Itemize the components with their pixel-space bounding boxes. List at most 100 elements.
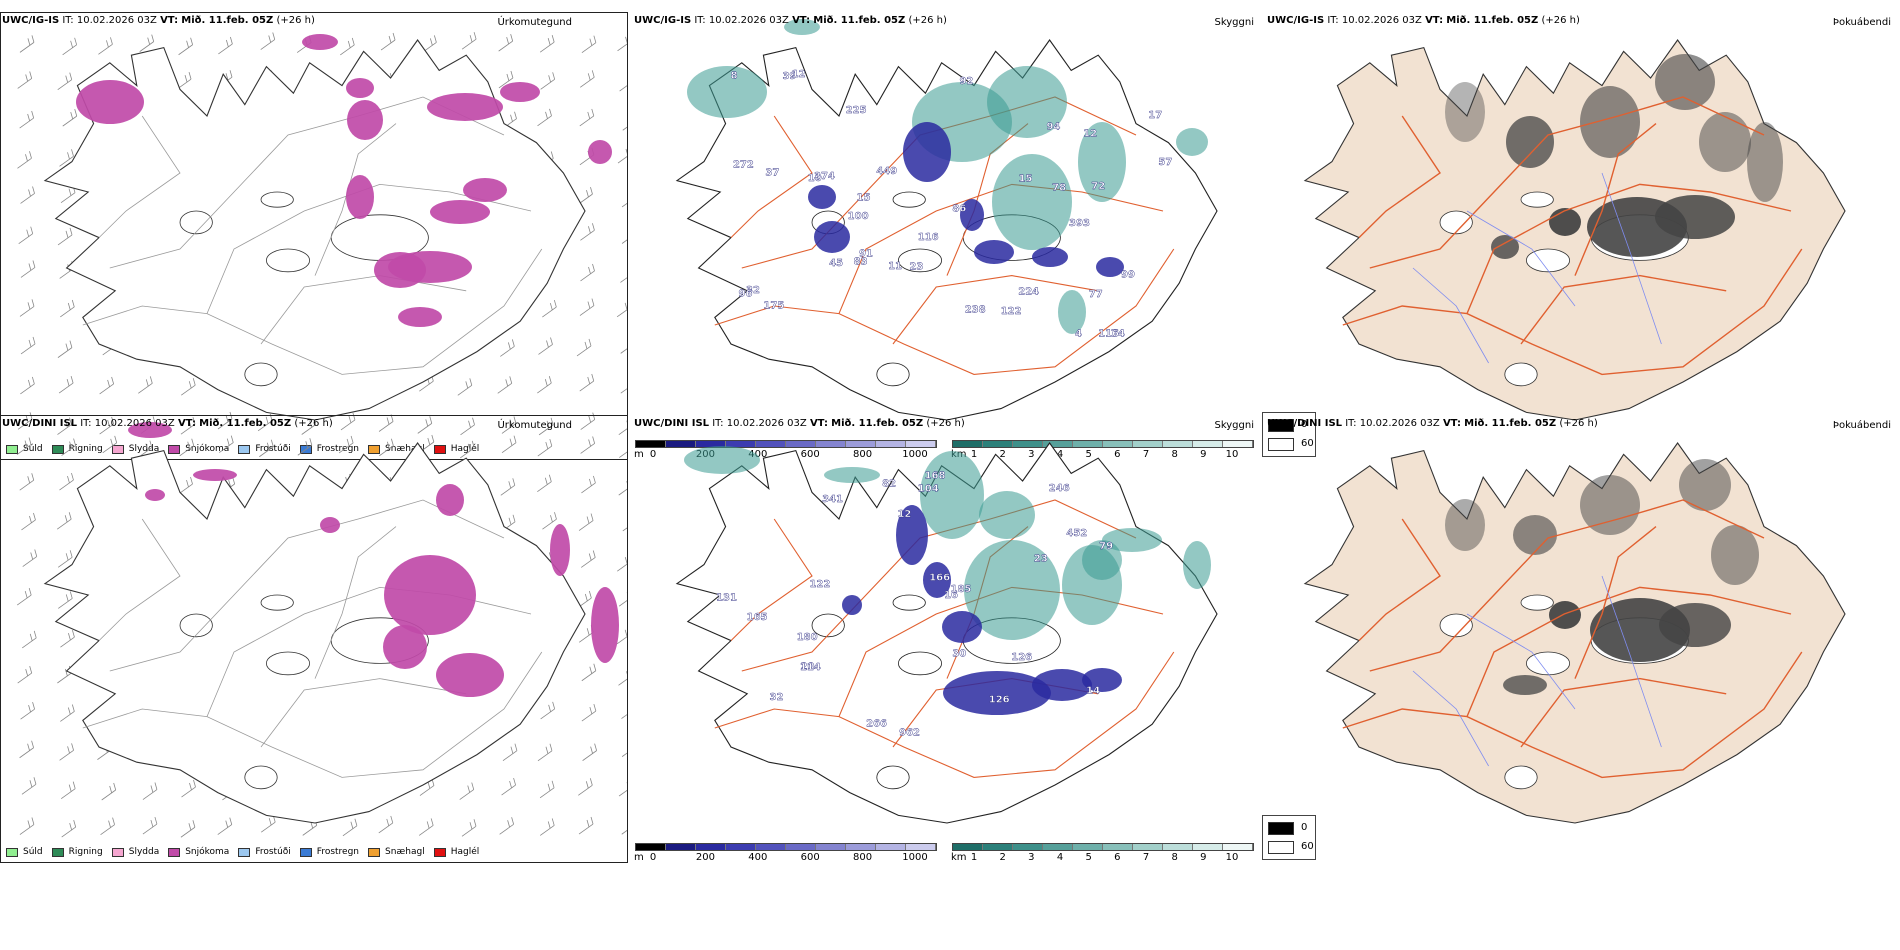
cloud-base-label: 449	[876, 166, 897, 177]
init-time-label: IT:	[694, 15, 706, 26]
wind-barb	[537, 108, 552, 127]
legend-label: Snjókoma	[185, 444, 230, 454]
wind-barb	[579, 298, 595, 316]
legend-label: Haglél	[450, 847, 480, 857]
wind-barb	[539, 818, 555, 836]
colorbar-tick-label: 400	[748, 449, 768, 460]
snowfall-area	[383, 625, 427, 669]
glacier-outline	[179, 210, 213, 235]
wind-barb	[260, 32, 276, 50]
road-line	[714, 651, 1175, 778]
wind-barb	[99, 376, 115, 395]
wind-barb	[581, 703, 597, 722]
init-time-label: IT:	[1345, 418, 1357, 429]
cloud-base-label: 104	[918, 484, 939, 495]
colorbar-segment	[983, 441, 1013, 447]
fog-legend-high-swatch	[1268, 822, 1294, 835]
legend-swatch	[433, 444, 446, 454]
wind-barb	[500, 339, 515, 357]
fog-index-legend: 0 60	[1262, 815, 1316, 860]
colorbar-segment	[1073, 441, 1103, 447]
legend-swatch	[51, 444, 64, 454]
colorbar-tick-label: 600	[800, 852, 820, 863]
panel-header: UWC/DINI ISL IT: 10.02.2026 03Z VT: Mið.…	[1267, 418, 1598, 429]
cloud-base-label: 114	[800, 662, 821, 673]
wind-barb	[21, 512, 36, 531]
cloud-base-label: 12	[1083, 129, 1097, 140]
colorbar-segment	[816, 844, 846, 850]
wind-barb	[538, 337, 553, 355]
wind-barb	[297, 438, 313, 456]
low-ceiling-area	[842, 595, 862, 615]
wind-barb	[461, 819, 477, 837]
init-time-value: 10.02.2026 03Z	[1359, 418, 1440, 429]
colorbar-segment	[1223, 844, 1253, 850]
wind-barb	[102, 435, 118, 454]
legend-swatch	[51, 847, 64, 857]
iceland-coastline	[43, 39, 586, 421]
fog-legend-low-label: 60	[1301, 438, 1314, 449]
low-ceiling-area	[960, 199, 984, 231]
colorbar-tick-label: 0	[649, 852, 657, 863]
wind-barb	[57, 417, 72, 435]
road-line	[82, 248, 543, 375]
colorbar-tick-label: 2	[999, 449, 1006, 460]
colorbar-tick-label: 400	[748, 852, 768, 863]
wind-barb	[340, 412, 356, 431]
wind-barb	[581, 475, 596, 494]
wind-barb	[617, 557, 628, 572]
valid-time-value: Mið. 11.feb. 05Z	[199, 418, 292, 429]
wind-barb	[498, 34, 514, 52]
cloud-base-label: 224	[1018, 287, 1039, 298]
colorbar-segment	[906, 441, 936, 447]
wind-barb	[59, 472, 74, 491]
low-visibility-area	[987, 66, 1067, 138]
fog-index-shading	[1747, 122, 1783, 202]
snowfall-area	[436, 653, 504, 697]
glacier-outline	[1520, 191, 1554, 208]
cloud-base-label: 30	[952, 649, 966, 660]
wind-barb	[616, 302, 628, 318]
panel-header: UWC/IG-IS IT: 10.02.2026 03Z VT: Mið. 11…	[1267, 15, 1580, 26]
colorbar-segment	[666, 844, 696, 850]
colorbar-tick-label: 800	[853, 449, 873, 460]
colorbar-segment	[953, 844, 983, 850]
panel-header: UWC/DINI ISL IT: 10.02.2026 03Z VT: Mið.…	[634, 418, 965, 429]
road-line	[1574, 526, 1657, 679]
road-line	[98, 115, 181, 238]
colorbar-tick-label: 800	[853, 852, 873, 863]
colorbar-segment	[846, 844, 876, 850]
wind-barb	[19, 299, 35, 317]
road-line	[206, 183, 532, 314]
panel-header: UWC/DINI ISL IT: 10.02.2026 03Z VT: Mið.…	[2, 418, 333, 429]
snowfall-area	[347, 100, 383, 140]
legend-item: Súld	[6, 847, 43, 857]
colorbar-segment	[1103, 441, 1133, 447]
colorbar-tick-label: 1	[970, 449, 978, 460]
colorbar-segment	[636, 441, 666, 447]
colorbar-segment	[1013, 844, 1043, 850]
fog-index-shading	[1503, 675, 1547, 695]
glacier-outline	[265, 248, 310, 273]
road-line	[1466, 183, 1792, 314]
colorbar-segment	[906, 844, 936, 850]
colorbar-ticks: 0 200 400 600 800 1000	[635, 851, 937, 865]
colorbar-segment	[726, 441, 756, 447]
init-time-label: IT:	[1327, 15, 1339, 26]
glacier-outline	[892, 191, 926, 208]
wind-barb	[497, 376, 513, 394]
cloud-base-label: 45	[829, 258, 843, 269]
wind-barb	[18, 226, 34, 245]
snowfall-area	[302, 34, 338, 50]
wind-barb	[57, 340, 73, 358]
wind-barb	[459, 440, 475, 459]
wind-barb	[99, 416, 115, 435]
model-name: UWC/DINI ISL	[634, 418, 710, 429]
wind-barb	[578, 816, 594, 835]
wind-barb	[17, 71, 33, 89]
wind-barb	[580, 436, 596, 454]
snowfall-area	[398, 307, 442, 327]
fog-index-shading	[1491, 235, 1519, 259]
wind-barb	[21, 777, 37, 795]
road-line	[82, 651, 543, 778]
